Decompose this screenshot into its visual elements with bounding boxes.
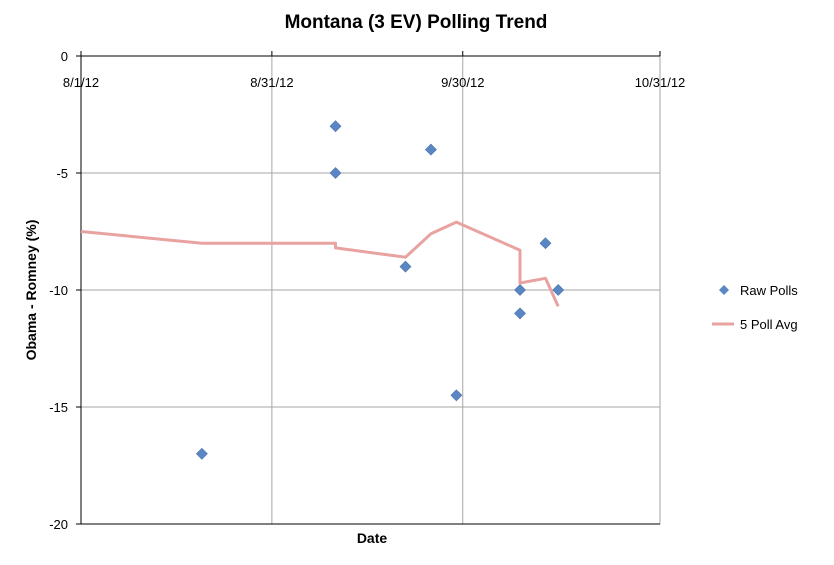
raw-poll-point xyxy=(514,307,526,320)
axes xyxy=(76,51,661,525)
raw-poll-point xyxy=(450,389,463,402)
y-tick-label: -10 xyxy=(49,283,68,298)
y-tick-label: -5 xyxy=(56,166,68,181)
y-axis-title: Obama - Romney (%) xyxy=(23,220,39,361)
chart-title: Montana (3 EV) Polling Trend xyxy=(285,12,548,33)
legend: Raw Polls 5 Poll Avg xyxy=(712,283,798,332)
grid xyxy=(81,55,661,524)
x-tick-label: 8/1/12 xyxy=(63,75,99,90)
avg-line xyxy=(80,220,560,308)
y-tick-label: -15 xyxy=(49,400,68,415)
series-layer xyxy=(80,120,565,460)
legend-label: 5 Poll Avg xyxy=(740,317,798,332)
raw-poll-point xyxy=(329,120,342,133)
x-tick-label: 9/30/12 xyxy=(441,75,484,90)
y-tick-label: -20 xyxy=(49,517,68,532)
legend-label: Raw Polls xyxy=(740,283,798,298)
raw-poll-point xyxy=(425,143,437,156)
legend-marker-raw-polls xyxy=(719,285,729,295)
y-tick-label: 0 xyxy=(61,49,68,64)
x-axis-title: Date xyxy=(357,530,388,546)
x-tick-label: 8/31/12 xyxy=(250,75,293,90)
raw-poll-point xyxy=(552,284,565,296)
raw-poll-point xyxy=(329,167,342,179)
raw-poll-point xyxy=(195,447,208,460)
x-tick-labels: 8/1/12 8/31/12 9/30/12 10/31/12 xyxy=(63,75,685,90)
y-tick-labels: 0 -5 -10 -15 -20 xyxy=(49,49,68,532)
raw-poll-point xyxy=(539,237,552,250)
x-tick-label: 10/31/12 xyxy=(635,75,686,90)
raw-poll-point xyxy=(399,260,412,273)
raw-poll-point xyxy=(514,284,526,296)
